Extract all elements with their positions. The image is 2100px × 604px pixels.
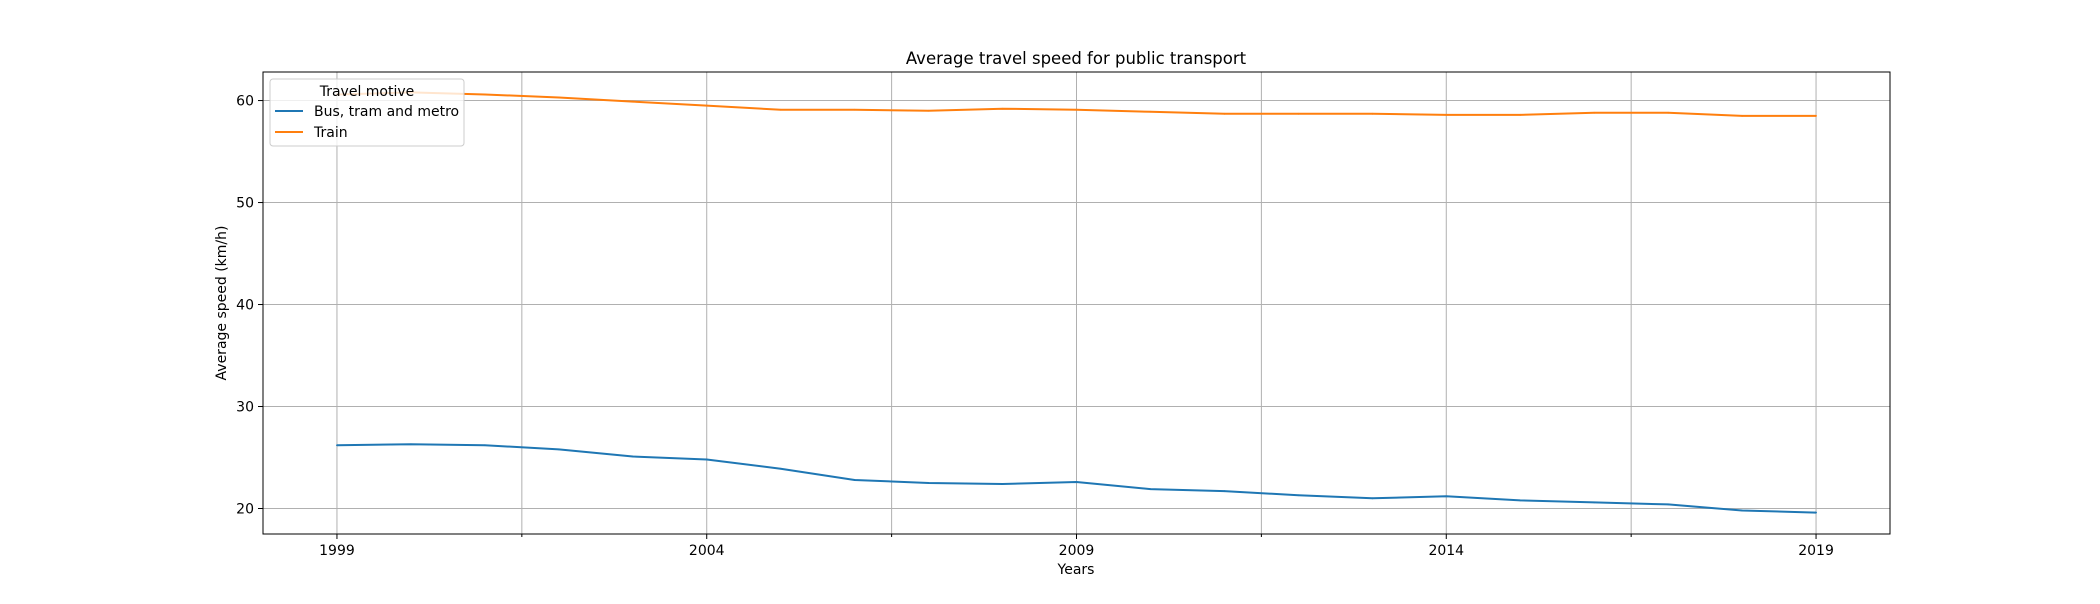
data-point-train	[1741, 114, 1743, 117]
legend-box	[269, 78, 465, 147]
x-tick-label: 1999	[319, 543, 355, 559]
axis-ticks: 1999 2004 2009 2014 2019 20 30 40 50 60	[236, 94, 1834, 559]
data-point-train	[705, 104, 708, 107]
data-point-train	[1149, 110, 1152, 113]
y-tick-label: 40	[236, 298, 254, 314]
y-tick-label: 50	[236, 196, 254, 212]
y-tick-label: 30	[236, 400, 254, 416]
data-point-bus-tram-and-metro	[705, 458, 708, 461]
x-tick-label: 2009	[1059, 543, 1095, 559]
data-point-bus-tram-and-metro	[1149, 488, 1152, 491]
data-point-bus-tram-and-metro	[1297, 494, 1300, 497]
data-point-bus-tram-and-metro	[1741, 509, 1743, 512]
y-tick-label: 60	[236, 94, 254, 110]
data-point-train	[1815, 114, 1817, 117]
data-point-train	[927, 109, 930, 112]
x-tick-label: 2019	[1798, 543, 1834, 559]
data-point-bus-tram-and-metro	[927, 482, 930, 484]
data-point-bus-tram-and-metro	[1223, 490, 1226, 493]
data-point-train	[1075, 108, 1078, 111]
chart-title: Average travel speed for public transpor…	[906, 49, 1247, 68]
data-point-bus-tram-and-metro	[1593, 501, 1596, 504]
legend-label-bus-tram-metro: Bus, tram and metro	[314, 104, 459, 120]
data-point-bus-tram-and-metro	[1445, 495, 1448, 498]
data-point-train	[631, 100, 634, 103]
data-point-bus-tram-and-metro	[483, 444, 486, 447]
data-point-bus-tram-and-metro	[1519, 499, 1522, 502]
data-point-train	[779, 108, 782, 111]
data-series	[336, 91, 1817, 514]
data-point-train	[483, 93, 486, 96]
data-point-train	[1593, 111, 1596, 114]
data-point-train	[853, 108, 856, 111]
data-point-train	[1667, 111, 1670, 114]
data-point-bus-tram-and-metro	[410, 443, 412, 446]
data-point-bus-tram-and-metro	[1001, 483, 1004, 485]
data-point-bus-tram-and-metro	[1815, 511, 1817, 514]
x-tick-label: 2014	[1428, 543, 1464, 559]
data-point-train	[1371, 112, 1374, 115]
data-point-bus-tram-and-metro	[853, 479, 856, 481]
data-point-bus-tram-and-metro	[557, 448, 560, 451]
data-point-bus-tram-and-metro	[779, 467, 782, 470]
data-point-bus-tram-and-metro	[1075, 481, 1078, 483]
y-axis-label: Average speed (km/h)	[214, 226, 230, 381]
data-point-bus-tram-and-metro	[631, 455, 634, 458]
x-tick-label: 2004	[689, 543, 725, 559]
data-point-train	[1223, 112, 1226, 115]
data-point-train	[557, 96, 560, 99]
legend: Travel motive Bus, tram and metro Train	[269, 78, 465, 147]
legend-label-train: Train	[313, 125, 348, 141]
gridlines	[263, 72, 1890, 534]
y-tick-label: 20	[236, 502, 254, 518]
data-point-train	[1519, 113, 1522, 116]
data-point-bus-tram-and-metro	[1371, 497, 1374, 500]
x-axis-label: Years	[1057, 562, 1095, 578]
legend-title: Travel motive	[319, 84, 415, 100]
data-point-bus-tram-and-metro	[1667, 503, 1670, 506]
data-point-bus-tram-and-metro	[336, 444, 338, 447]
data-point-train	[1297, 112, 1300, 115]
data-point-train	[1001, 107, 1004, 110]
data-point-train	[1445, 113, 1448, 116]
